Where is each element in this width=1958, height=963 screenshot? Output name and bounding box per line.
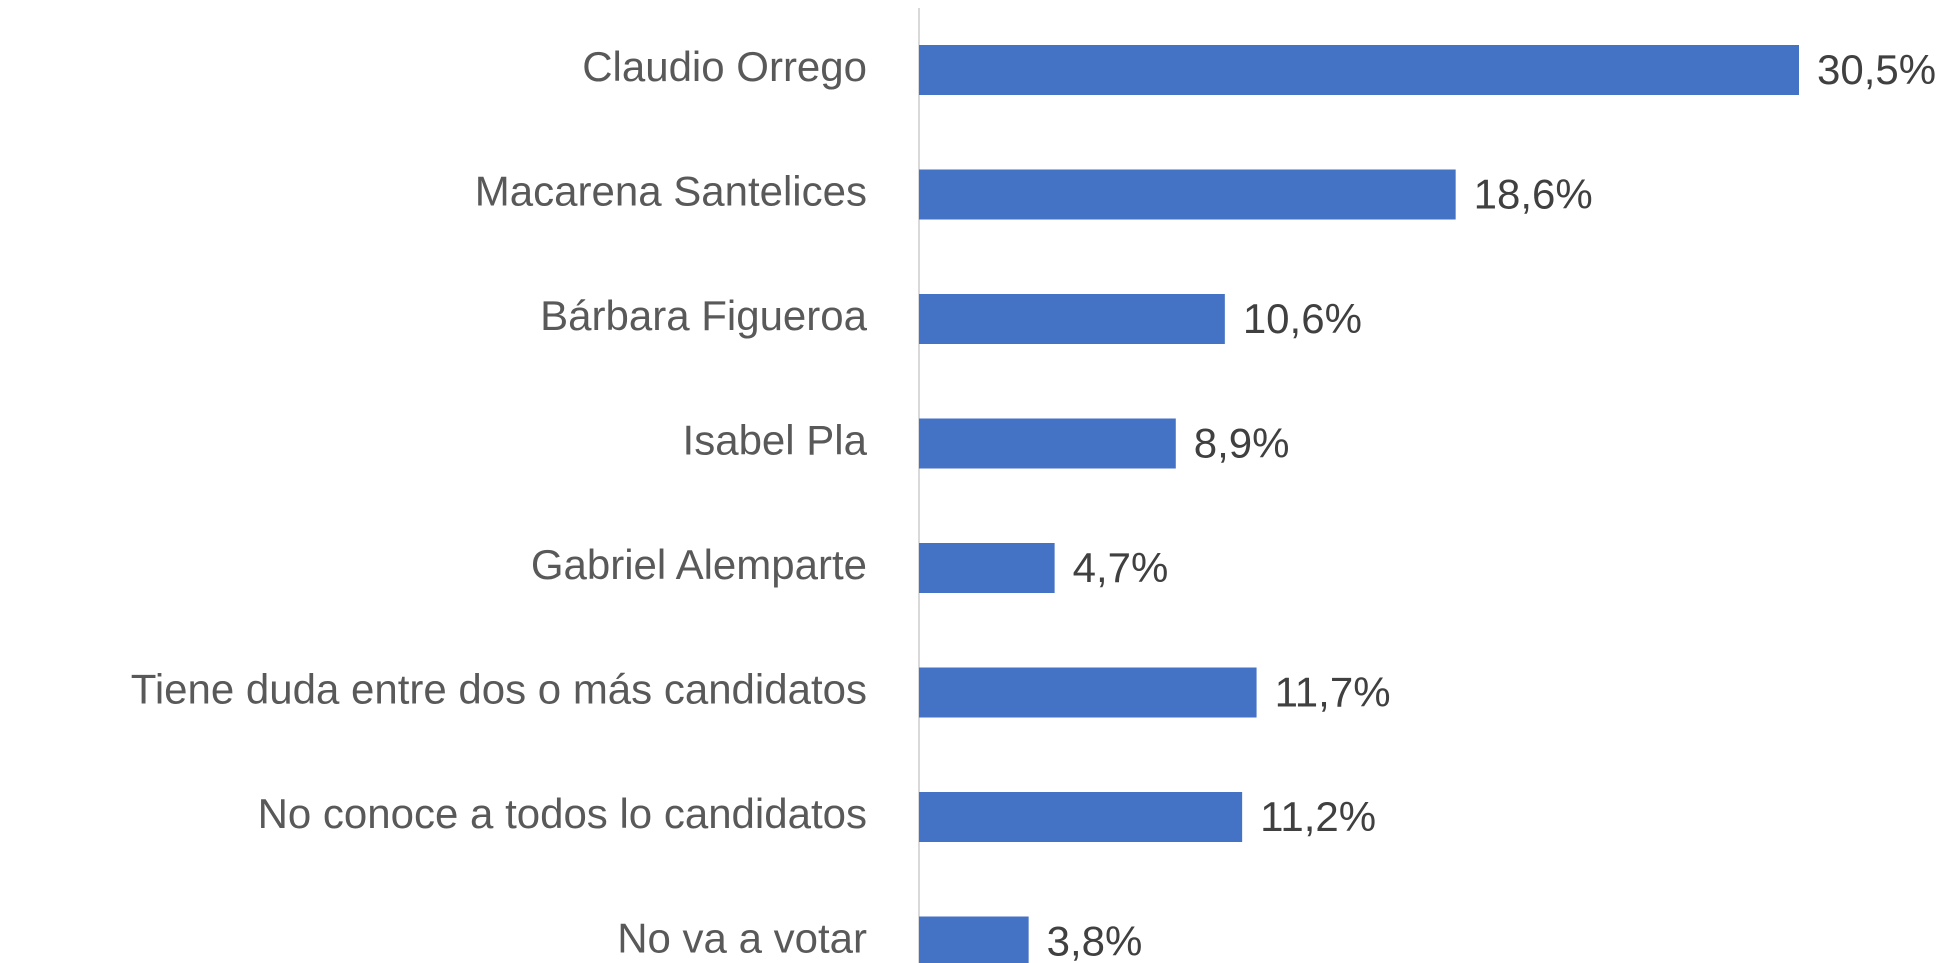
value-label: 11,7% (1275, 669, 1391, 716)
category-label: No conoce a todos lo candidatos (258, 790, 867, 837)
bar (919, 418, 1176, 469)
category-label: Isabel Pla (683, 417, 868, 464)
value-label: 8,9% (1194, 420, 1290, 467)
category-label: Macarena Santelices (475, 168, 867, 215)
bar (919, 916, 1029, 963)
bar (919, 543, 1055, 593)
category-label: No va a votar (617, 915, 867, 962)
category-label: Bárbara Figueroa (540, 292, 867, 339)
value-label: 18,6% (1474, 171, 1593, 218)
value-label: 30,5% (1817, 46, 1936, 93)
bar (919, 667, 1257, 718)
bar (919, 169, 1456, 220)
value-label: 3,8% (1047, 918, 1143, 963)
category-label: Tiene duda entre dos o más candidatos (131, 666, 867, 713)
bar (919, 45, 1799, 95)
bar (919, 792, 1243, 842)
category-label: Gabriel Alemparte (531, 541, 867, 588)
value-label: 11,2% (1260, 793, 1376, 840)
value-label: 10,6% (1243, 295, 1362, 342)
bar (919, 294, 1225, 344)
value-label: 4,7% (1073, 544, 1169, 591)
category-label: Claudio Orrego (582, 43, 867, 90)
